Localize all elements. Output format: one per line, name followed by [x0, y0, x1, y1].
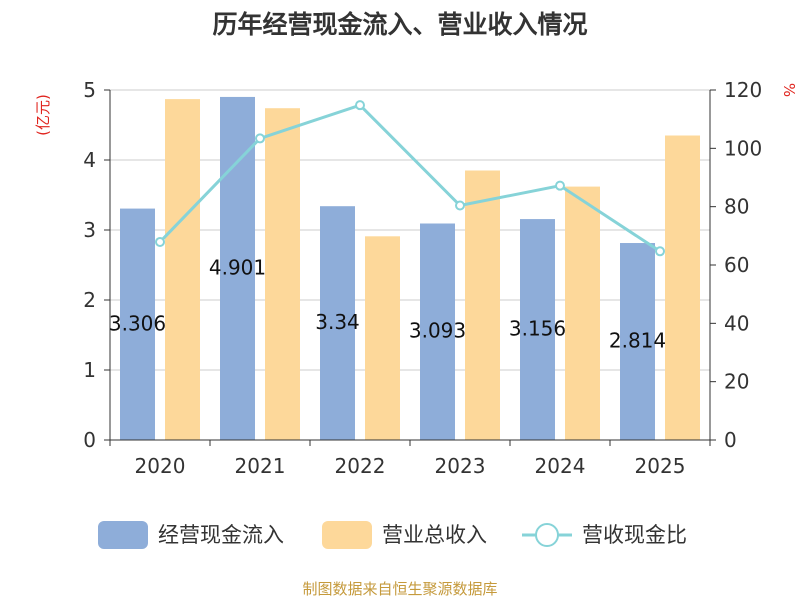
legend-marker	[535, 523, 559, 547]
bar-revenue	[365, 236, 400, 440]
bar-revenue	[165, 99, 200, 440]
ratio-line-path	[158, 103, 661, 253]
gridlines	[110, 89, 710, 371]
bar-data-label: 3.156	[509, 317, 566, 341]
x-axis-tick-label: 2024	[535, 454, 586, 478]
axes: 0 1 2 3 4 5 0 20 40 60 80 100 120 2020 2021 2022 2023 202…	[83, 78, 762, 478]
legend-item: 营业总收入	[322, 521, 487, 549]
left-axis-tick-label: 2	[83, 288, 96, 312]
legend-swatch	[322, 521, 372, 549]
ratio-point	[555, 180, 565, 191]
legend-label: 营收现金比	[582, 523, 687, 547]
x-axis-tick-label: 2022	[335, 454, 386, 478]
legend-label: 营业总收入	[382, 523, 487, 547]
right-axis-tick-label: 100	[724, 136, 762, 160]
ratio-line	[155, 100, 665, 257]
right-axis-tick-label: 20	[724, 370, 749, 394]
bars	[120, 96, 700, 441]
bar-cash-inflow	[320, 206, 355, 440]
x-axis-tick-label: 2021	[235, 454, 286, 478]
x-axis-tick-label: 2020	[135, 454, 186, 478]
ratio-point	[255, 133, 265, 144]
source-note: 制图数据来自恒生聚源数据库	[302, 580, 497, 598]
legend-label: 经营现金流入	[158, 523, 284, 547]
left-axis-tick-label: 1	[83, 358, 96, 382]
bar-cash-inflow	[520, 219, 555, 440]
left-axis-unit: (亿元)	[34, 94, 52, 136]
bar-cash-inflow	[620, 243, 655, 440]
legend-swatch	[98, 521, 148, 549]
bar-cash-inflow	[220, 96, 255, 441]
ratio-point	[155, 236, 165, 247]
bar-data-label: 3.306	[109, 311, 166, 335]
left-axis-tick-label: 3	[83, 218, 96, 242]
left-axis-tick-label: 4	[83, 148, 96, 172]
left-axis-tick-label: 5	[83, 78, 96, 102]
data-labels: 3.306 4.901 3.34 3.093 3.156 2.814	[109, 255, 666, 352]
legend-item: 营收现金比	[522, 523, 687, 547]
right-axis-tick-label: 80	[724, 195, 749, 219]
bar-data-label: 2.814	[609, 329, 666, 353]
ratio-point	[655, 246, 665, 257]
bar-data-label: 3.34	[315, 310, 360, 334]
bar-cash-inflow	[420, 223, 455, 440]
bar-revenue	[465, 170, 500, 440]
legend: 经营现金流入 营业总收入 营收现金比	[98, 521, 687, 549]
bar-data-label: 3.093	[409, 319, 466, 343]
right-axis-tick-label: 40	[724, 311, 749, 335]
x-axis-tick-label: 2025	[635, 454, 686, 478]
ratio-point	[455, 200, 465, 211]
left-axis-tick-label: 0	[83, 428, 96, 452]
bar-cash-inflow	[120, 208, 155, 440]
right-axis-tick-label: 60	[724, 253, 749, 277]
right-axis-tick-label: 0	[724, 428, 737, 452]
bar-revenue	[265, 108, 300, 440]
bar-data-label: 4.901	[209, 255, 266, 279]
legend-item: 经营现金流入	[98, 521, 284, 549]
bar-revenue	[565, 186, 600, 440]
x-axis-tick-label: 2023	[435, 454, 486, 478]
bar-revenue	[665, 135, 700, 440]
ratio-point	[355, 100, 365, 111]
right-axis-tick-label: 120	[724, 78, 762, 102]
chart-title: 历年经营现金流入、营业收入情况	[212, 10, 587, 39]
right-axis-unit: %	[780, 83, 798, 97]
